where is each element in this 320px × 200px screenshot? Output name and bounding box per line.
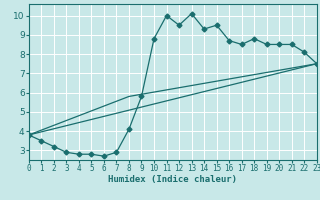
X-axis label: Humidex (Indice chaleur): Humidex (Indice chaleur) [108, 175, 237, 184]
